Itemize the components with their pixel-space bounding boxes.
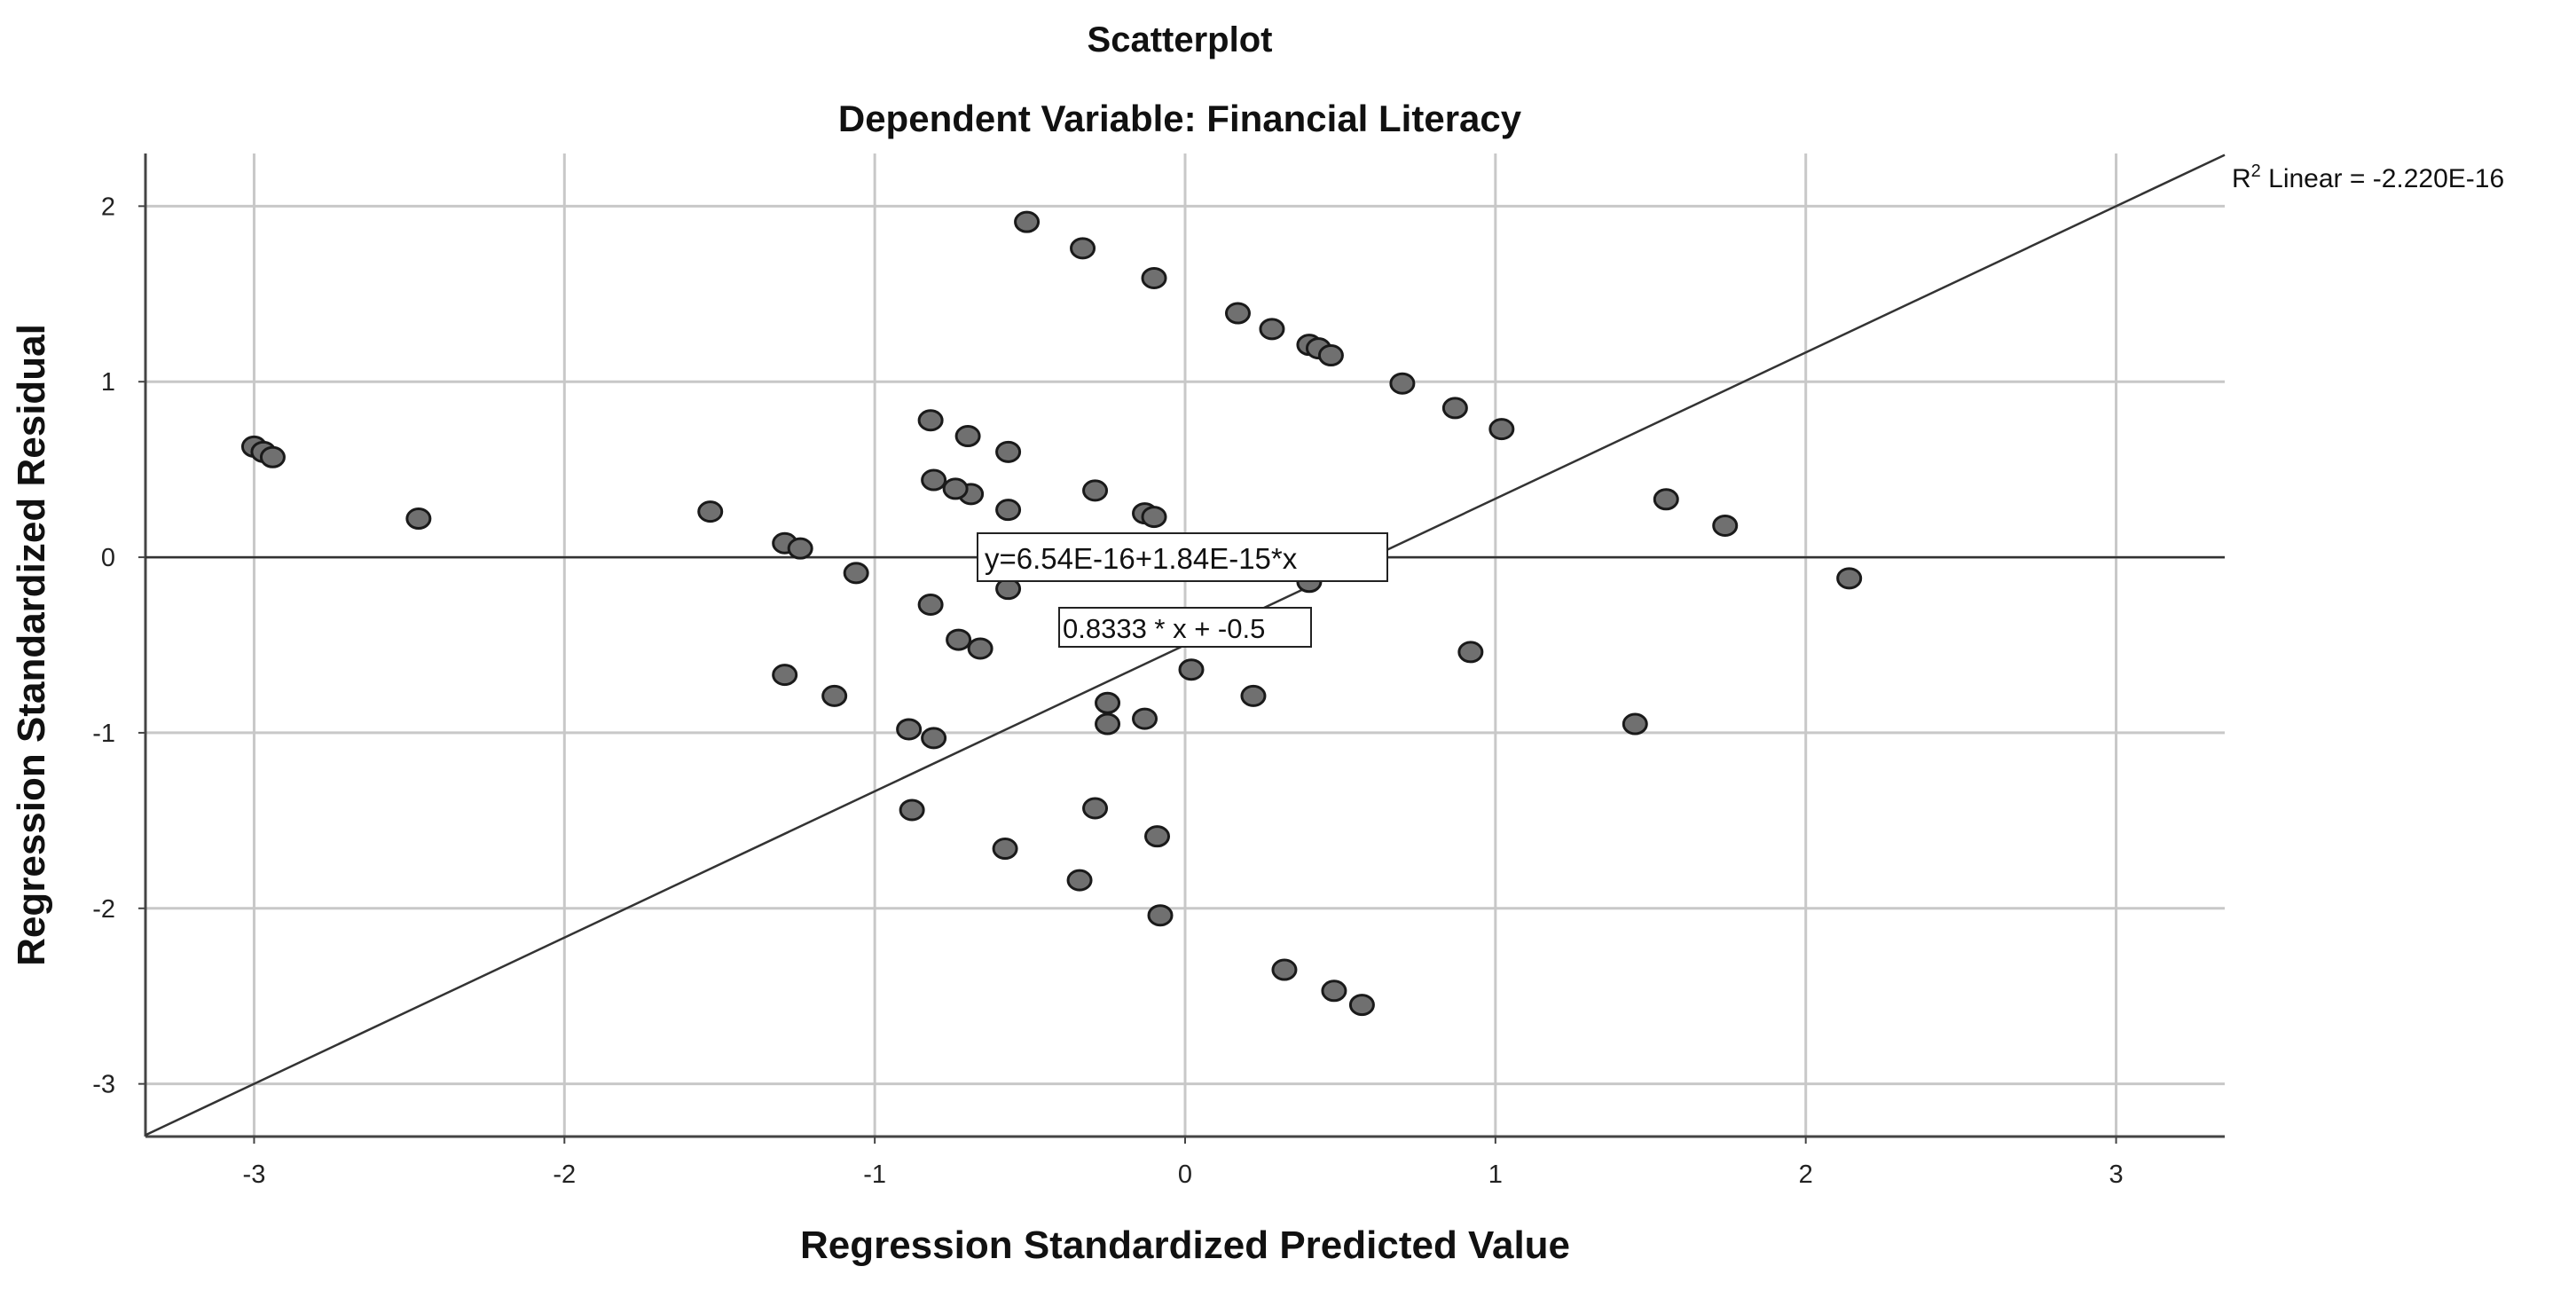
data-point — [787, 537, 813, 560]
y-tick-label: -3 — [92, 1071, 115, 1099]
data-point — [1066, 869, 1093, 892]
data-point — [1259, 318, 1285, 341]
x-tick-label: -1 — [863, 1160, 886, 1189]
data-point — [992, 838, 1018, 861]
data-point — [1457, 641, 1484, 664]
data-point — [1014, 210, 1041, 233]
x-tick-label: -2 — [553, 1160, 576, 1189]
data-point — [1317, 344, 1344, 367]
data-point — [995, 499, 1022, 522]
r2-linear-label: R2 Linear = -2.220E-16 — [2232, 161, 2504, 193]
x-tick-label: 2 — [1799, 1160, 1813, 1189]
y-tick-label: 2 — [101, 193, 115, 221]
ref-line-annotation: 0.8333 * x + -0.5 — [1058, 607, 1312, 648]
data-point — [946, 628, 972, 651]
data-point — [1271, 958, 1298, 981]
data-point — [1488, 418, 1515, 441]
data-point — [1144, 825, 1171, 848]
y-tick-label: 1 — [101, 368, 115, 397]
chart-subtitle: Dependent Variable: Financial Literacy — [838, 98, 1522, 139]
data-point — [1622, 712, 1648, 736]
data-point — [405, 507, 432, 531]
fit-line-annotation: y=6.54E-16+1.84E-15*x — [977, 532, 1388, 582]
data-point — [1389, 372, 1416, 395]
data-point — [1147, 904, 1174, 927]
y-axis-label: Regression Standardized Residual — [10, 324, 53, 966]
data-point — [1224, 302, 1251, 325]
chart-title: Scatterplot — [1088, 20, 1273, 59]
data-point — [942, 477, 969, 500]
y-tick-label: -1 — [92, 720, 115, 748]
data-point — [921, 727, 947, 750]
data-point — [917, 593, 944, 616]
data-point — [259, 445, 286, 468]
ref-line-label: 0.8333 * x + -0.5 — [1063, 613, 1265, 644]
tick-labels: -3 -2 -1 0 1 2 3 2 1 0 -1 -2 -3 — [92, 193, 2123, 1189]
y-tick-label: -2 — [92, 895, 115, 924]
data-point — [1240, 684, 1267, 707]
x-tick-label: 3 — [2109, 1160, 2123, 1189]
data-point — [921, 468, 947, 492]
x-tick-label: 1 — [1488, 1160, 1503, 1189]
y-tick-label: 0 — [101, 544, 115, 572]
ref-line-label-box — [1058, 607, 1312, 648]
data-point — [1095, 712, 1121, 736]
x-tick-label: 0 — [1178, 1160, 1192, 1189]
fit-line-label: y=6.54E-16+1.84E-15*x — [985, 542, 1298, 575]
data-point — [1441, 397, 1468, 420]
x-axis-label: Regression Standardized Predicted Value — [800, 1223, 1570, 1267]
data-point — [1321, 980, 1347, 1003]
data-point — [995, 440, 1022, 463]
data-point — [1132, 707, 1158, 730]
data-point — [1348, 994, 1375, 1017]
data-point — [772, 664, 798, 687]
data-point — [954, 425, 981, 448]
data-point — [967, 637, 993, 660]
data-point — [1095, 691, 1121, 714]
data-point — [697, 500, 724, 523]
data-point — [1070, 237, 1096, 260]
data-point — [896, 718, 923, 741]
data-point — [899, 799, 925, 822]
data-point — [1836, 567, 1863, 590]
x-tick-label: -3 — [243, 1160, 266, 1189]
data-point — [1141, 506, 1167, 529]
data-point — [821, 684, 848, 707]
data-point — [1653, 488, 1679, 511]
data-point — [843, 562, 869, 585]
data-point — [1712, 514, 1739, 537]
fit-line-label-box — [977, 532, 1388, 582]
data-point — [917, 409, 944, 432]
data-points — [240, 210, 1863, 1017]
data-point — [1178, 658, 1205, 681]
data-point — [1141, 266, 1167, 289]
data-point — [1082, 797, 1109, 820]
data-point — [1082, 479, 1109, 502]
